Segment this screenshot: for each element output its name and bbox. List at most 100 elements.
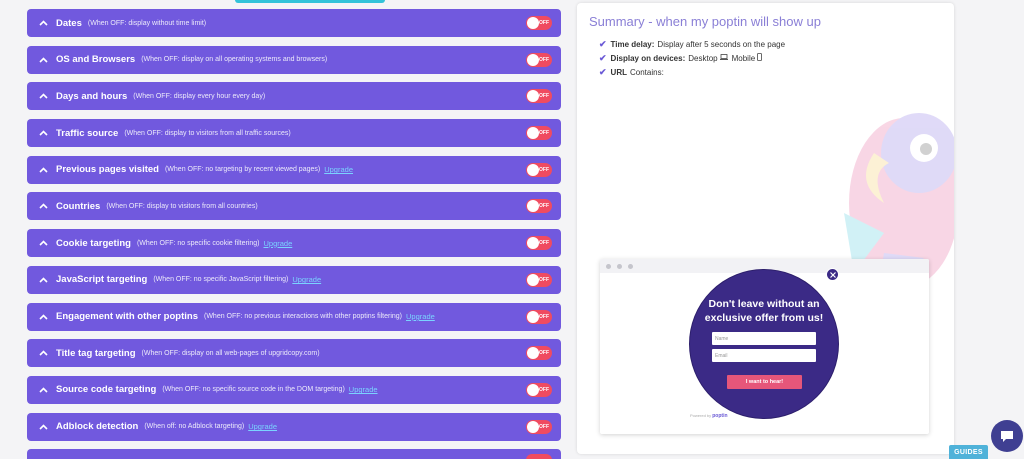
url-label: URL xyxy=(610,67,627,77)
toggle-switch[interactable]: OFF xyxy=(526,89,552,104)
rule-row[interactable]: Days and hours (When OFF: display every h… xyxy=(27,82,561,111)
toggle-knob xyxy=(527,17,539,29)
rule-row[interactable]: Engagement with other poptins (When OFF: … xyxy=(27,302,561,331)
popup-headline-line2: exclusive offer from us! xyxy=(704,312,824,324)
rule-row[interactable]: Countries (When OFF: display to visitors … xyxy=(27,192,561,221)
chevron-up-icon[interactable] xyxy=(38,18,48,28)
url-value: Contains: xyxy=(630,67,664,77)
toggle-switch[interactable]: OFF xyxy=(526,162,552,177)
summary-list: ✔ Time delay: Display after 5 seconds on… xyxy=(599,37,785,79)
top-tab-stub[interactable] xyxy=(235,0,385,3)
rule-note: (When OFF: display on all operating syst… xyxy=(141,56,328,64)
summary-title: Summary - when my poptin will show up xyxy=(589,14,821,29)
toggle-switch[interactable]: OFF xyxy=(526,346,552,361)
powered-by: Powered by poptin xyxy=(690,413,728,419)
browser-dot-icon xyxy=(628,263,633,269)
chevron-up-icon[interactable] xyxy=(38,128,48,138)
rule-row[interactable]: OS and Browsers (When OFF: display on all… xyxy=(27,45,561,74)
time-delay-value: Display after 5 seconds on the page xyxy=(657,39,786,49)
laptop-icon xyxy=(719,54,728,62)
toggle-state: OFF xyxy=(539,350,549,357)
rule-row[interactable]: Previous pages visited (When OFF: no targ… xyxy=(27,155,561,184)
rule-row[interactable]: Cookie targeting (When OFF: no specific c… xyxy=(27,229,561,258)
chevron-up-icon[interactable] xyxy=(38,91,48,101)
rule-row[interactable]: Source code targeting (When OFF: no speci… xyxy=(27,375,561,404)
popup-email-input[interactable]: Email xyxy=(712,349,816,362)
toggle-switch[interactable]: OFF xyxy=(526,199,552,214)
device-mobile: Mobile xyxy=(731,53,756,63)
toggle-state: OFF xyxy=(539,56,549,63)
toggle-switch[interactable] xyxy=(526,454,552,459)
toggle-switch[interactable]: OFF xyxy=(526,16,552,30)
powered-prefix: Powered by xyxy=(690,413,712,418)
rule-title: Traffic source xyxy=(56,127,119,139)
toggle-knob xyxy=(527,53,539,66)
toggle-knob xyxy=(527,273,539,286)
toggle-switch[interactable]: OFF xyxy=(526,236,552,251)
rule-row[interactable]: Traffic source (When OFF: display to visi… xyxy=(27,119,561,148)
popup-circle: Don't leave without an exclusive offer f… xyxy=(689,269,839,419)
popup-headline-line1: Don't leave without an xyxy=(708,298,820,310)
rule-note: (When OFF: no specific JavaScript filter… xyxy=(153,276,289,284)
chevron-up-icon[interactable] xyxy=(38,238,48,248)
chevron-up-icon[interactable] xyxy=(38,55,48,65)
toggle-switch[interactable]: OFF xyxy=(526,52,552,67)
toggle-knob xyxy=(527,163,539,176)
rule-note: (When OFF: no targeting by recent viewed… xyxy=(164,166,321,174)
toggle-switch[interactable]: OFF xyxy=(526,126,552,141)
rule-title: Engagement with other poptins xyxy=(56,311,198,322)
rule-row[interactable]: Title tag targeting (When OFF: display on… xyxy=(27,339,561,368)
chevron-up-icon[interactable] xyxy=(38,348,48,358)
upgrade-link[interactable]: Upgrade xyxy=(406,312,435,321)
popup-name-input[interactable]: Name xyxy=(712,332,816,345)
toggle-switch[interactable]: OFF xyxy=(526,419,552,434)
rule-title: Adblock detection xyxy=(56,421,139,433)
rule-note: (When OFF: display to visitors from all … xyxy=(124,129,291,137)
chevron-up-icon[interactable] xyxy=(38,201,48,211)
rule-title: Cookie targeting xyxy=(56,237,131,249)
rule-note: (When OFF: display on all web-pages of u… xyxy=(141,349,320,357)
chevron-up-icon[interactable] xyxy=(38,312,48,322)
poptin-preview: Don't leave without an exclusive offer f… xyxy=(600,259,929,434)
browser-dot-icon xyxy=(617,263,622,269)
powered-brand: poptin xyxy=(712,413,728,419)
rule-title: JavaScript targeting xyxy=(56,274,148,286)
chevron-up-icon[interactable] xyxy=(38,385,48,395)
rule-note: (When OFF: no specific cookie filtering) xyxy=(136,239,260,247)
chevron-up-icon[interactable] xyxy=(38,165,48,175)
rule-title: OS and Browsers xyxy=(56,54,136,66)
rule-row[interactable]: Dates (When OFF: display without time lim… xyxy=(27,9,561,37)
toggle-switch[interactable]: OFF xyxy=(526,382,552,397)
toggle-knob xyxy=(527,90,539,103)
rule-note: (When OFF: display without time limit) xyxy=(87,19,207,27)
upgrade-link[interactable]: Upgrade xyxy=(324,165,353,175)
rule-title: Source code targeting xyxy=(56,384,157,396)
toggle-state: OFF xyxy=(539,313,549,320)
popup-submit-button[interactable]: I want to hear! xyxy=(727,375,802,389)
toggle-state: OFF xyxy=(539,130,549,137)
upgrade-link[interactable]: Upgrade xyxy=(348,385,378,395)
chat-button[interactable] xyxy=(991,420,1023,452)
rule-row[interactable]: JavaScript targeting (When OFF: no specif… xyxy=(27,265,561,294)
summary-item-devices: ✔ Display on devices: Desktop Mobile xyxy=(599,51,785,65)
toggle-knob xyxy=(527,310,539,323)
rule-row[interactable]: Adblock detection (When off: no Adblock t… xyxy=(27,412,561,441)
guides-button[interactable]: GUIDES xyxy=(949,445,988,459)
close-icon[interactable] xyxy=(826,268,839,281)
rule-row-partial[interactable] xyxy=(27,449,561,459)
toggle-state: OFF xyxy=(539,203,549,210)
toggle-knob xyxy=(527,237,539,250)
toggle-switch[interactable]: OFF xyxy=(526,309,552,324)
upgrade-link[interactable]: Upgrade xyxy=(248,422,277,432)
upgrade-link[interactable]: Upgrade xyxy=(292,275,322,285)
toggle-state: OFF xyxy=(539,276,549,283)
check-icon: ✔ xyxy=(599,52,607,63)
chevron-up-icon[interactable] xyxy=(38,422,48,432)
rule-note: (When OFF: display every hour every day) xyxy=(133,92,266,100)
toggle-switch[interactable]: OFF xyxy=(526,272,552,287)
time-delay-label: Time delay: xyxy=(610,39,655,49)
chevron-up-icon[interactable] xyxy=(38,275,48,285)
upgrade-link[interactable]: Upgrade xyxy=(263,238,293,248)
check-icon: ✔ xyxy=(599,66,607,77)
summary-panel: Summary - when my poptin will show up ✔ … xyxy=(577,3,954,454)
